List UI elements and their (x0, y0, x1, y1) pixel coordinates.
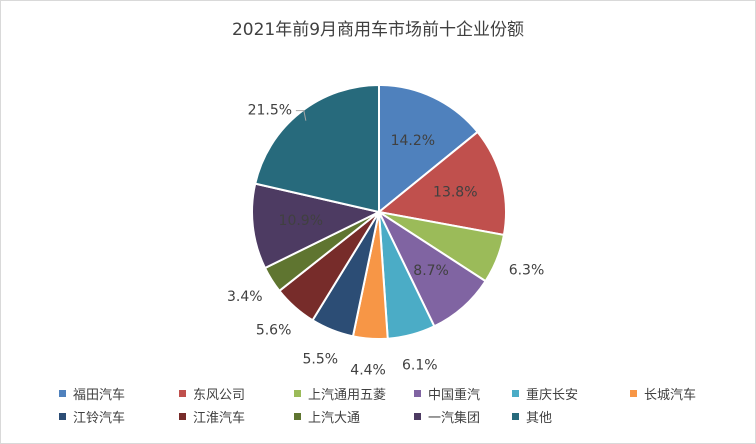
legend-swatch (179, 390, 186, 397)
data-label-6: 4.4% (350, 362, 386, 378)
pie-slice-1 (378, 83, 479, 215)
pie-slice-11 (254, 83, 380, 214)
legend-item: 江淮汽车 (179, 407, 294, 426)
legend-swatch (414, 413, 421, 420)
legend-label: 上汽通用五菱 (308, 388, 387, 403)
legend-swatch (414, 390, 421, 397)
legend-label: 中国重汽 (428, 388, 481, 403)
data-label-9: 3.4% (227, 289, 263, 305)
data-label-4: 8.7% (413, 263, 449, 279)
legend-swatch (630, 390, 637, 397)
legend-item: 东风公司 (179, 384, 294, 403)
data-label-11: 21.5% (248, 103, 292, 119)
data-label-10: 10.9% (279, 213, 323, 229)
pie-slice-2 (376, 130, 507, 237)
chart-legend: 福田汽车 东风公司 上汽通用五菱 中国重汽 重庆长安 长城汽车江铃汽车 江淮汽车 上汽大通 一汽… (59, 384, 719, 426)
data-label-5: 6.1% (402, 357, 438, 373)
legend-item: 其他 (512, 407, 630, 426)
data-label-3: 6.3% (509, 263, 545, 279)
legend-item: 长城汽车 (630, 384, 730, 403)
legend-item: 上汽大通 (294, 407, 414, 426)
legend-item: 重庆长安 (512, 384, 630, 403)
legend-item: 中国重汽 (414, 384, 512, 403)
legend-item: 一汽集团 (414, 407, 512, 426)
legend-label: 其他 (526, 411, 553, 426)
data-label-7: 5.5% (303, 352, 339, 368)
legend-swatch (59, 413, 66, 420)
legend-swatch (59, 390, 66, 397)
chart-title: 2021年前9月商用车市场前十企业份额 (231, 20, 525, 40)
data-label-8: 5.6% (256, 323, 292, 339)
legend-swatch (294, 413, 301, 420)
pie-chart: 14.2% 13.8% 6.3% 8.7% 6.1% 4.4% 5.5% 5.6% 3.4% 10… (227, 83, 545, 378)
legend-label: 长城汽车 (644, 388, 697, 403)
legend-swatch (512, 413, 519, 420)
legend-item: 福田汽车 (59, 384, 179, 403)
legend-label: 一汽集团 (428, 411, 481, 426)
legend-item: 上汽通用五菱 (294, 384, 414, 403)
legend-label: 福田汽车 (73, 388, 126, 403)
legend-label: 重庆长安 (526, 388, 579, 403)
leader-line (295, 110, 307, 121)
legend-swatch (294, 390, 301, 397)
data-label-1: 14.2% (391, 133, 435, 149)
legend-label: 东风公司 (193, 388, 246, 403)
legend-swatch (512, 390, 519, 397)
data-label-2: 13.8% (433, 184, 477, 200)
legend-label: 上汽大通 (308, 411, 361, 426)
legend-item: 江铃汽车 (59, 407, 179, 426)
legend-swatch (179, 413, 186, 420)
legend-label: 江铃汽车 (73, 411, 126, 426)
legend-label: 江淮汽车 (193, 411, 246, 426)
